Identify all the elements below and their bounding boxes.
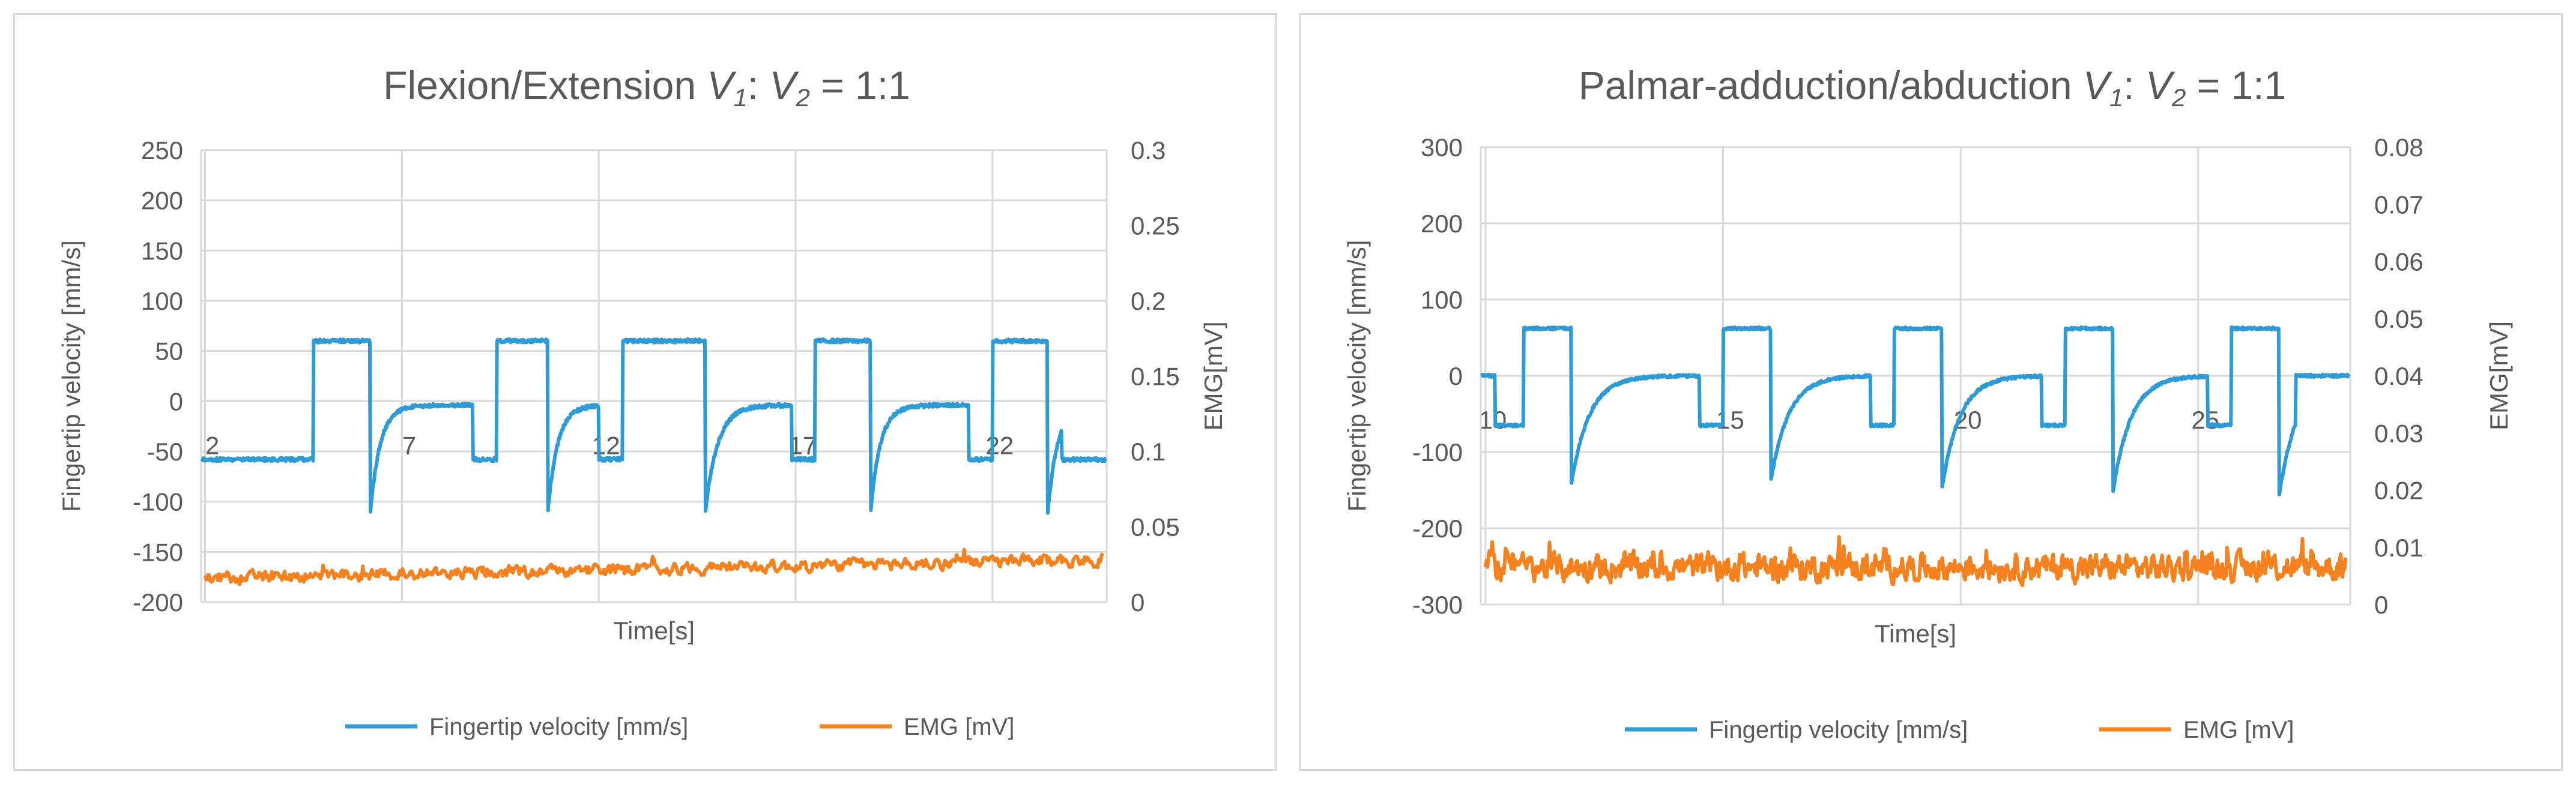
y-right-tick-label: 0.08 [2374,133,2423,161]
y-left-tick-label: 300 [1421,133,1463,161]
y-left-axis-label: Fingertip velocity [mm/s] [1343,240,1371,512]
y-left-tick-label: -200 [133,588,183,617]
x-tick-label: 12 [592,431,620,459]
y-left-tick-label: -50 [147,438,183,466]
series-emg-line [1483,535,2348,587]
y-right-tick-label: 0.15 [1131,363,1180,391]
x-tick-label: 25 [2191,406,2219,434]
y-left-tick-label: 0 [1449,362,1463,390]
y-left-tick-label: 0 [169,387,183,415]
title-colon: : [748,63,770,107]
y-left-tick-label: 150 [141,237,183,265]
chart-title: Flexion/Extension V1: V2 = 1:1 [383,63,910,112]
title-v1: V [707,63,737,107]
y-right-tick-label: 0.02 [2374,477,2423,505]
y-left-tick-label: -300 [1412,591,1463,619]
x-tick-label: 22 [986,431,1014,459]
series-velocity-line [1480,325,2351,496]
y-right-tick-label: 0.25 [1131,212,1180,240]
x-tick-label: 10 [1479,406,1507,434]
legend-emg-label: EMG [mV] [904,714,1014,740]
y-right-tick-label: 0.06 [2374,248,2423,276]
y-left-tick-label: 250 [141,136,183,164]
chart-svg-flexion-extension: Flexion/Extension V1: V2 = 1:1-200-150-1… [57,63,1227,740]
series-velocity-line [200,337,1107,515]
y-right-tick-label: 0.3 [1131,136,1166,164]
title-v2: V [2145,63,2175,107]
y-left-tick-label: -200 [1412,514,1463,543]
x-tick-label: 2 [205,431,219,459]
y-right-tick-label: 0.01 [2374,534,2423,562]
y-left-tick-label: 200 [1421,210,1463,238]
y-right-tick-label: 0.07 [2374,190,2423,219]
chart-panel-palmar-adduction: Palmar-adduction/abduction V1: V2 = 1:1-… [1299,13,2563,771]
y-right-tick-label: 0.05 [2374,305,2423,333]
y-left-tick-label: -150 [133,538,183,566]
title-sub1: 1 [2109,83,2123,112]
y-right-axis-label: EMG[mV] [1199,321,1227,430]
y-left-tick-label: 50 [155,337,183,366]
y-right-axis-label: EMG[mV] [2485,321,2513,430]
title-colon: : [2123,63,2145,107]
y-right-tick-label: 0.1 [1131,438,1166,466]
y-left-tick-label: 100 [1421,286,1463,314]
y-right-tick-label: 0.03 [2374,419,2423,447]
y-left-axis-label: Fingertip velocity [mm/s] [57,240,85,512]
title-v1: V [2083,63,2113,107]
y-right-tick-label: 0.04 [2374,362,2423,390]
y-right-tick-label: 0 [1131,588,1144,617]
y-left-tick-label: -100 [1412,438,1463,466]
title-ratio: = 1:1 [810,63,910,107]
x-axis-label: Time[s] [1875,620,1956,648]
y-right-tick-label: 0.2 [1131,287,1166,315]
y-left-tick-label: 100 [141,287,183,315]
x-axis-label: Time[s] [613,617,695,645]
x-tick-label: 15 [1716,406,1744,434]
y-right-tick-label: 0.05 [1131,513,1180,541]
title-sub2: 2 [796,83,810,112]
y-right-tick-label: 0 [2374,591,2388,619]
chart-svg-palmar-adduction: Palmar-adduction/abduction V1: V2 = 1:1-… [1343,63,2513,743]
legend-velocity-label: Fingertip velocity [mm/s] [429,714,688,740]
y-left-tick-label: 200 [141,187,183,215]
legend-velocity-label: Fingertip velocity [mm/s] [1709,717,1968,743]
series-emg-line [203,547,1105,586]
title-v2: V [770,63,800,107]
chart-title: Palmar-adduction/abduction V1: V2 = 1:1 [1579,63,2287,112]
y-left-tick-label: -100 [133,488,183,516]
legend-emg-label: EMG [mV] [2183,717,2294,743]
title-sub2: 2 [2171,83,2186,112]
x-tick-label: 7 [402,431,416,459]
title-ratio: = 1:1 [2186,63,2286,107]
title-main: Palmar-adduction/abduction [1579,63,2083,107]
title-sub1: 1 [733,83,747,112]
title-main: Flexion/Extension [383,63,707,107]
chart-panel-flexion-extension: Flexion/Extension V1: V2 = 1:1 -200 -150 -1… [13,13,1277,771]
